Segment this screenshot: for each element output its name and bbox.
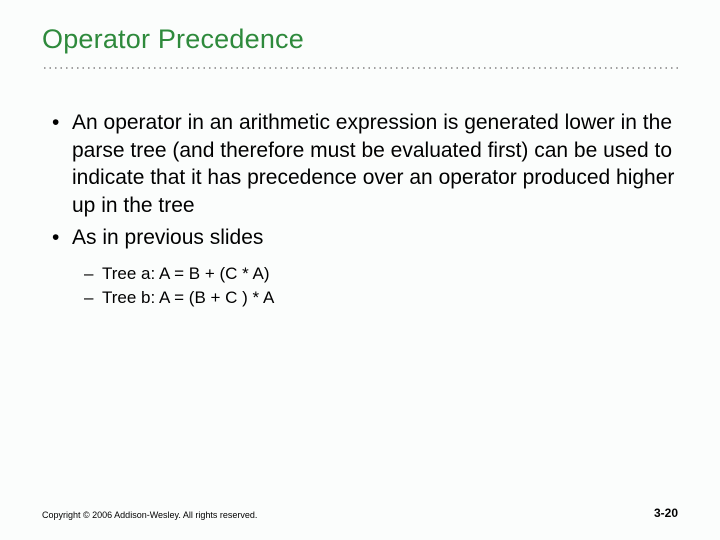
sub-bullet-item: Tree b: A = (B + C ) * A [102,286,678,311]
divider-dots [42,65,678,71]
copyright-text: Copyright © 2006 Addison-Wesley. All rig… [42,510,257,520]
bullet-item: An operator in an arithmetic expression … [72,109,678,220]
footer: Copyright © 2006 Addison-Wesley. All rig… [42,506,678,520]
bullet-item: As in previous slides Tree a: A = B + (C… [72,224,678,311]
sub-bullet-item: Tree a: A = B + (C * A) [102,262,678,287]
bullet-list: An operator in an arithmetic expression … [48,109,678,311]
sub-bullet-text: Tree b: A = (B + C ) * A [102,288,274,307]
sub-bullet-list: Tree a: A = B + (C * A) Tree b: A = (B +… [72,262,678,311]
slide-title: Operator Precedence [42,24,678,55]
bullet-text: As in previous slides [72,226,263,249]
sub-bullet-text: Tree a: A = B + (C * A) [102,264,270,283]
bullet-text: An operator in an arithmetic expression … [72,111,674,217]
slide: Operator Precedence An operator in an ar… [0,0,720,540]
page-number: 3-20 [654,506,678,520]
